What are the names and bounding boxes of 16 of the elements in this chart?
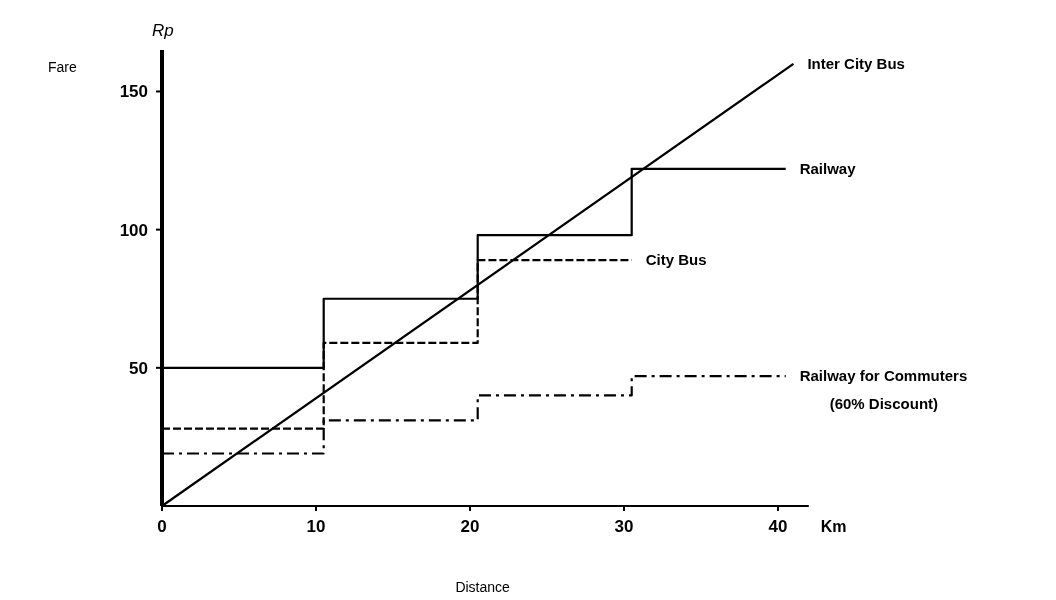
series-label: Railway for Commuters (60% Discount) [799,367,968,413]
x-tick-label: 0 [157,517,167,536]
text: Km [820,518,847,535]
series-label: Inter City Bus [807,54,905,72]
y-tick-label: 150 [119,82,148,102]
x-axis-title: Distance [455,579,511,595]
x-tick-label: 20 [460,517,480,536]
y-tick-label: 50 [129,358,148,378]
series-label: Railway [799,159,857,177]
y-tick-label: 100 [119,220,148,240]
y-axis-title: Fare [48,59,77,75]
text: Rp [152,21,174,40]
x-tick-label: 40 [768,517,788,536]
series-label: City Bus [645,251,707,269]
x-tick-label: 30 [614,517,634,536]
x-tick-label: 10 [306,517,326,536]
